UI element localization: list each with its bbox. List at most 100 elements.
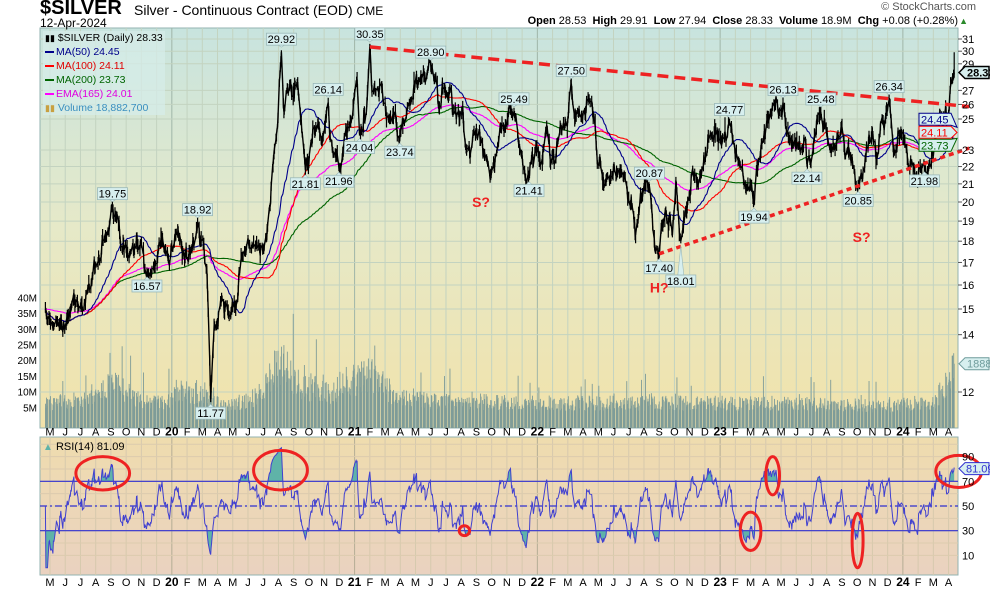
volume-bar (171, 404, 173, 428)
volume-bar (665, 400, 667, 428)
volume-bar (630, 405, 632, 428)
volume-bar (668, 401, 670, 428)
volume-bar (469, 409, 471, 428)
x-axis-label-top: J (611, 427, 617, 439)
volume-bar (328, 396, 330, 428)
volume-bar (834, 410, 836, 428)
volume-bar (572, 404, 574, 428)
x-axis-label-bottom: A (275, 577, 283, 589)
volume-bar (827, 400, 829, 428)
volume-bar (527, 405, 529, 428)
volume-bar (369, 377, 371, 428)
volume-bar (333, 382, 335, 428)
volume-bar (377, 372, 379, 428)
volume-bar (545, 406, 547, 428)
volume-bar (869, 401, 870, 428)
volume-bar (139, 395, 141, 428)
volume-bar (87, 404, 89, 428)
volume-bar (704, 405, 706, 428)
volume-bar (949, 388, 951, 428)
volume-bar (324, 398, 326, 428)
price-legend: ▮▮ $SILVER (Daily) 28.33 MA(50) 24.45 MA… (43, 31, 165, 115)
volume-bar (559, 410, 561, 428)
volume-bar (925, 406, 927, 428)
volume-bar (690, 409, 692, 428)
volume-bar (45, 407, 47, 428)
volume-bar (820, 399, 822, 428)
volume-bar (911, 410, 913, 428)
volume-bar (762, 376, 764, 428)
volume-bar (287, 370, 289, 428)
volume-bar (185, 393, 187, 428)
volume-bar (648, 401, 650, 428)
legend-ma50[interactable]: MA(50) 24.45 (45, 45, 163, 59)
volume-bar (587, 407, 589, 428)
volume-bars (45, 313, 955, 428)
x-axis-label-bottom: 24 (896, 575, 910, 589)
volume-bar (560, 398, 562, 428)
volume-bar (773, 406, 775, 428)
x-axis-label-bottom: O (670, 577, 679, 589)
volume-bar (552, 400, 554, 428)
value-tag: 24.45 (918, 112, 958, 129)
volume-bar (673, 404, 674, 428)
x-axis-label-top: D (701, 427, 709, 439)
volume-bar (275, 351, 277, 428)
volume-bar (629, 408, 631, 428)
legend-price[interactable]: ▮▮ $SILVER (Daily) 28.33 (45, 31, 163, 45)
volume-bar (763, 407, 765, 428)
volume-bar (578, 408, 580, 428)
volume-bar (603, 404, 605, 428)
volume-bar (822, 407, 824, 428)
volume-bar (699, 404, 701, 428)
value-tag-text: 24.45 (921, 114, 949, 126)
volume-bar (308, 376, 310, 428)
volume-bar (535, 400, 537, 428)
volume-bar (335, 401, 337, 428)
price-label: 25.49 (498, 92, 530, 108)
volume-bar (188, 386, 190, 428)
volume-bar (458, 399, 460, 428)
volume-bar (69, 408, 71, 428)
volume-bar (722, 403, 724, 428)
volume-bar (847, 399, 849, 428)
volume-bar (801, 399, 803, 428)
legend-ma200[interactable]: MA(200) 23.73 (45, 73, 163, 87)
volume-bar (431, 402, 433, 428)
legend-volume[interactable]: ▮▮ Volume 18,882,700 (45, 101, 163, 115)
volume-bar (689, 402, 691, 428)
x-axis-label-bottom: N (320, 577, 328, 589)
volume-bar (175, 389, 177, 428)
volume-bar (433, 401, 435, 428)
legend-volume-label: Volume 18,882,700 (57, 102, 149, 114)
volume-bar (713, 405, 715, 428)
rsi-legend[interactable]: ▲ RSI(14) 81.09 (43, 441, 124, 454)
label-pointer-icon (750, 207, 758, 212)
volume-bar (490, 400, 492, 428)
price-label: 21.96 (323, 171, 355, 188)
volume-bar (248, 402, 249, 428)
volume-bar (581, 397, 583, 428)
volume-bar (517, 375, 519, 428)
volume-bar (724, 399, 726, 428)
brand-watermark[interactable]: © StockCharts.com (881, 1, 976, 13)
volume-bar (417, 392, 418, 428)
volume-bar (757, 401, 758, 428)
volume-bar (781, 402, 783, 428)
volume-bar (851, 409, 853, 428)
volume-bar (204, 382, 206, 428)
volume-bar (770, 406, 772, 428)
x-axis-label-top: J (443, 427, 449, 439)
legend-ema165[interactable]: EMA(165) 24.01 (45, 87, 163, 101)
volume-bar (469, 402, 471, 428)
price-label-text: 25.48 (807, 94, 835, 106)
legend-ma100-label: MA(100) 24.11 (56, 60, 125, 72)
legend-ma100[interactable]: MA(100) 24.11 (45, 59, 163, 73)
volume-bar (676, 404, 678, 428)
volume-bar (53, 405, 55, 428)
volume-bar (786, 399, 787, 428)
volume-bar (282, 376, 284, 428)
volume-bar (640, 397, 642, 428)
volume-bar (914, 395, 916, 428)
volume-bar (47, 399, 48, 428)
